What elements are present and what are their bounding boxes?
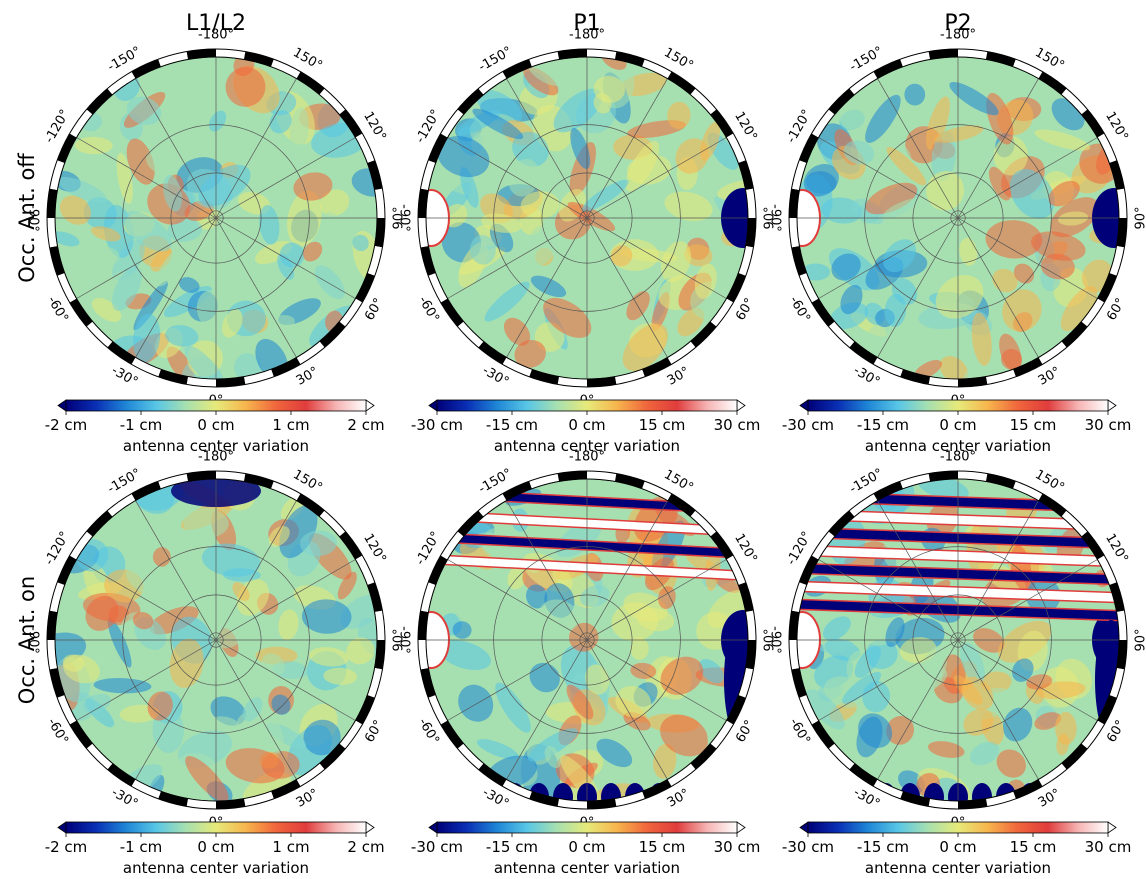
colorbar-tick-label: 0 cm xyxy=(197,416,234,434)
azimuth-tick-label: 90° xyxy=(763,628,778,651)
azimuth-tick-label: 30° xyxy=(1036,364,1063,389)
azimuth-tick-label: 30° xyxy=(665,786,692,811)
colorbar-tick-label: 15 cm xyxy=(639,416,686,434)
colorbar-tick-label: -30 cm xyxy=(782,416,834,434)
azimuth-tick-label: -180° xyxy=(198,450,234,465)
colorbar-tick-label: -1 cm xyxy=(120,416,163,434)
colorbar-label: antenna center variation xyxy=(865,437,1051,455)
colorbar-tick-label: -2 cm xyxy=(45,416,88,434)
column-title-p1: P1 xyxy=(573,11,600,36)
colorbar-tick-label: -30 cm xyxy=(782,838,834,856)
azimuth-tick-label: -180° xyxy=(569,450,605,465)
colorbar-tick-label: 15 cm xyxy=(1010,838,1057,856)
azimuth-tick-label: -180° xyxy=(198,28,234,43)
colorbar-tick-label: 0 cm xyxy=(939,838,976,856)
azimuth-tick-label: 60° xyxy=(1104,296,1129,323)
polar-panel-on-2: -180°150°120°90°60°30°0°-30°-60°-90°-120… xyxy=(768,450,1146,878)
azimuth-tick-label: 30° xyxy=(665,364,692,389)
azimuth-tick-label: -90° xyxy=(397,626,412,654)
colorbar-tick-label: -30 cm xyxy=(411,416,463,434)
colorbar-tick-label: 0 cm xyxy=(197,838,234,856)
colorbar-tick-label: 0 cm xyxy=(568,838,605,856)
azimuth-tick-label: -180° xyxy=(569,28,605,43)
colorbar-tick-label: 2 cm xyxy=(347,838,384,856)
row-label-occ-off: Occ. Ant. off xyxy=(15,153,39,283)
colorbar-tick-label: -15 cm xyxy=(486,416,538,434)
heatmap-field xyxy=(797,479,1119,801)
colorbar-tick-label: 15 cm xyxy=(1010,416,1057,434)
polar-panel-off-1: -180°150°120°90°60°30°0°-30°-60°-90°-120… xyxy=(397,28,778,456)
row-label-occ-on: Occ. Ant. on xyxy=(15,576,39,704)
colorbar: -2 cm -1 cm 0 cm 1 cm 2 cm antenna center var… xyxy=(45,399,385,455)
azimuth-tick-label: 90° xyxy=(763,206,778,229)
polar-panel-off-0: -180°150°120°90°60°30°0°-30°-60°-90°-120… xyxy=(26,28,407,456)
azimuth-tick-label: -90° xyxy=(26,626,41,654)
colorbar-tick-label: 1 cm xyxy=(272,416,309,434)
azimuth-tick-label: -90° xyxy=(768,204,783,232)
azimuth-tick-label: -90° xyxy=(768,626,783,654)
colorbar-label: antenna center variation xyxy=(865,859,1051,877)
azimuth-tick-label: 30° xyxy=(1036,786,1063,811)
colorbar-tick-label: 2 cm xyxy=(347,416,384,434)
azimuth-tick-label: -180° xyxy=(940,450,976,465)
azimuth-tick-label: -90° xyxy=(26,204,41,232)
colorbar: -2 cm -1 cm 0 cm 1 cm 2 cm antenna center var… xyxy=(45,821,385,877)
colorbar-tick-label: 30 cm xyxy=(1085,416,1132,434)
colorbar-label: antenna center variation xyxy=(494,437,680,455)
polar-panel-off-2: -180°150°120°90°60°30°0°-30°-60°-90°-120… xyxy=(768,28,1146,456)
colorbar: -30 cm -15 cm 0 cm 15 cm 30 cm antenna center… xyxy=(411,821,761,877)
colorbar-tick-label: -1 cm xyxy=(120,838,163,856)
azimuth-tick-label: 90° xyxy=(392,206,407,229)
column-title-l1l2: L1/L2 xyxy=(186,11,246,36)
polar-panel-on-0: -180°150°120°90°60°30°0°-30°-60°-90°-120… xyxy=(26,450,407,878)
azimuth-tick-label: 30° xyxy=(294,364,321,389)
azimuth-tick-label: 90° xyxy=(392,628,407,651)
colorbar: -30 cm -15 cm 0 cm 15 cm 30 cm antenna center… xyxy=(782,821,1132,877)
colorbar-tick-label: -15 cm xyxy=(486,838,538,856)
colorbar: -30 cm -15 cm 0 cm 15 cm 30 cm antenna center… xyxy=(411,399,761,455)
polar-panel-on-1: -180°150°120°90°60°30°0°-30°-60°-90°-120… xyxy=(397,450,778,878)
colorbar-tick-label: 30 cm xyxy=(714,416,761,434)
colorbar-tick-label: 1 cm xyxy=(272,838,309,856)
colorbar-tick-label: -2 cm xyxy=(45,838,88,856)
colorbar-tick-label: -15 cm xyxy=(857,838,909,856)
colorbar-tick-label: 30 cm xyxy=(714,838,761,856)
colorbar: -30 cm -15 cm 0 cm 15 cm 30 cm antenna center… xyxy=(782,399,1132,455)
azimuth-tick-label: 30° xyxy=(294,786,321,811)
colorbar-tick-label: 0 cm xyxy=(568,416,605,434)
azimuth-tick-label: -90° xyxy=(397,204,412,232)
colorbar-label: antenna center variation xyxy=(494,859,680,877)
azimuth-tick-label: 60° xyxy=(1104,718,1129,745)
azimuth-tick-label: 60° xyxy=(362,296,387,323)
colorbar-tick-label: 15 cm xyxy=(639,838,686,856)
azimuth-tick-label: 90° xyxy=(1134,628,1146,651)
azimuth-tick-label: 90° xyxy=(1134,206,1146,229)
colorbar-tick-label: -30 cm xyxy=(411,838,463,856)
azimuth-tick-label: 60° xyxy=(733,718,758,745)
colorbar-tick-label: 0 cm xyxy=(939,416,976,434)
colorbar-tick-label: -15 cm xyxy=(857,416,909,434)
colorbar-tick-label: 30 cm xyxy=(1085,838,1132,856)
azimuth-tick-label: -180° xyxy=(940,28,976,43)
column-title-p2: P2 xyxy=(944,11,971,36)
azimuth-tick-label: 60° xyxy=(733,296,758,323)
colorbar-label: antenna center variation xyxy=(123,859,309,877)
azimuth-tick-label: 60° xyxy=(362,718,387,745)
colorbar-label: antenna center variation xyxy=(123,437,309,455)
